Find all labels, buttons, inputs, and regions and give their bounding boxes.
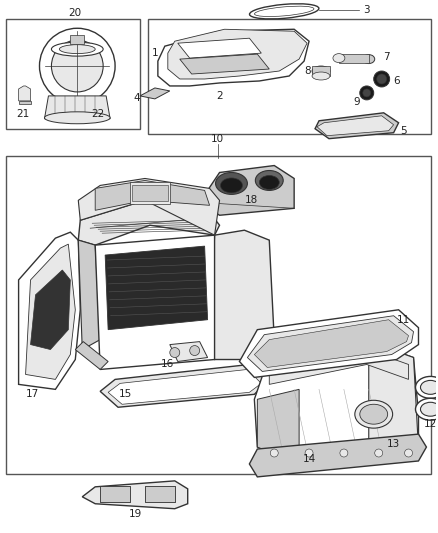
Text: 13: 13 bbox=[387, 439, 400, 449]
Ellipse shape bbox=[363, 54, 375, 63]
Ellipse shape bbox=[416, 376, 438, 398]
Bar bbox=[339, 54, 369, 63]
Text: 7: 7 bbox=[383, 52, 390, 62]
Polygon shape bbox=[108, 369, 261, 404]
Bar bbox=[71, 35, 84, 44]
Circle shape bbox=[405, 449, 413, 457]
Polygon shape bbox=[180, 54, 269, 74]
Circle shape bbox=[375, 449, 383, 457]
Text: 16: 16 bbox=[161, 359, 174, 369]
Bar bbox=[6, 19, 140, 129]
Text: 21: 21 bbox=[16, 109, 29, 119]
Bar bbox=[6, 156, 431, 474]
Text: 22: 22 bbox=[92, 109, 105, 119]
Polygon shape bbox=[249, 434, 427, 477]
Polygon shape bbox=[18, 232, 80, 389]
Ellipse shape bbox=[420, 402, 438, 416]
Text: 19: 19 bbox=[128, 508, 141, 519]
Polygon shape bbox=[25, 244, 75, 379]
Ellipse shape bbox=[255, 171, 283, 190]
Circle shape bbox=[340, 449, 348, 457]
Bar bbox=[148, 19, 431, 134]
Ellipse shape bbox=[416, 398, 438, 420]
Polygon shape bbox=[170, 342, 208, 361]
Polygon shape bbox=[31, 270, 71, 350]
Polygon shape bbox=[254, 320, 409, 367]
Text: 11: 11 bbox=[397, 314, 410, 325]
Text: 4: 4 bbox=[134, 93, 140, 103]
Polygon shape bbox=[100, 365, 267, 407]
Ellipse shape bbox=[45, 112, 110, 124]
Text: 12: 12 bbox=[424, 419, 437, 429]
Circle shape bbox=[270, 449, 278, 457]
Polygon shape bbox=[269, 350, 409, 384]
Polygon shape bbox=[18, 101, 31, 104]
Polygon shape bbox=[200, 166, 294, 215]
Polygon shape bbox=[210, 230, 274, 360]
Polygon shape bbox=[317, 116, 394, 136]
Circle shape bbox=[363, 89, 371, 97]
Text: 14: 14 bbox=[303, 454, 316, 464]
Polygon shape bbox=[178, 38, 261, 58]
Polygon shape bbox=[240, 310, 418, 377]
Ellipse shape bbox=[51, 42, 103, 56]
Polygon shape bbox=[45, 96, 110, 119]
Polygon shape bbox=[78, 200, 219, 245]
Polygon shape bbox=[78, 179, 219, 235]
Text: 3: 3 bbox=[364, 5, 370, 15]
Polygon shape bbox=[315, 113, 399, 139]
Polygon shape bbox=[105, 246, 208, 330]
Text: 5: 5 bbox=[400, 126, 407, 136]
Circle shape bbox=[305, 449, 313, 457]
Circle shape bbox=[170, 348, 180, 358]
Text: 6: 6 bbox=[393, 76, 400, 86]
Polygon shape bbox=[82, 481, 188, 508]
Polygon shape bbox=[78, 240, 100, 350]
Circle shape bbox=[374, 71, 390, 87]
Bar bbox=[312, 66, 330, 76]
Text: 2: 2 bbox=[216, 91, 223, 101]
Text: 18: 18 bbox=[245, 196, 258, 205]
Polygon shape bbox=[258, 389, 299, 464]
Ellipse shape bbox=[360, 404, 388, 424]
Ellipse shape bbox=[333, 54, 345, 62]
Ellipse shape bbox=[250, 4, 319, 19]
Polygon shape bbox=[158, 29, 309, 86]
Circle shape bbox=[360, 86, 374, 100]
Polygon shape bbox=[168, 29, 307, 79]
Bar bbox=[100, 486, 130, 502]
Ellipse shape bbox=[312, 66, 330, 76]
Polygon shape bbox=[140, 88, 170, 99]
Ellipse shape bbox=[259, 175, 279, 189]
Polygon shape bbox=[75, 342, 108, 369]
Ellipse shape bbox=[221, 178, 242, 193]
Ellipse shape bbox=[355, 400, 392, 428]
Circle shape bbox=[51, 40, 103, 92]
Ellipse shape bbox=[420, 381, 438, 394]
Text: 15: 15 bbox=[118, 389, 132, 399]
Text: 17: 17 bbox=[26, 389, 39, 399]
Ellipse shape bbox=[215, 173, 247, 195]
Bar bbox=[132, 185, 168, 201]
Text: 20: 20 bbox=[69, 9, 82, 18]
Circle shape bbox=[39, 28, 115, 104]
Ellipse shape bbox=[312, 72, 330, 80]
Polygon shape bbox=[95, 181, 210, 211]
Polygon shape bbox=[247, 316, 413, 372]
Text: 9: 9 bbox=[353, 97, 360, 107]
Polygon shape bbox=[95, 235, 215, 369]
Polygon shape bbox=[369, 342, 418, 459]
Text: 8: 8 bbox=[304, 66, 311, 76]
Ellipse shape bbox=[60, 45, 95, 54]
Circle shape bbox=[190, 345, 200, 356]
Bar bbox=[145, 486, 175, 502]
Text: 1: 1 bbox=[152, 48, 158, 58]
Polygon shape bbox=[254, 342, 418, 464]
Polygon shape bbox=[18, 86, 31, 101]
Text: 10: 10 bbox=[211, 134, 224, 144]
Circle shape bbox=[377, 74, 387, 84]
Bar bbox=[130, 182, 170, 204]
